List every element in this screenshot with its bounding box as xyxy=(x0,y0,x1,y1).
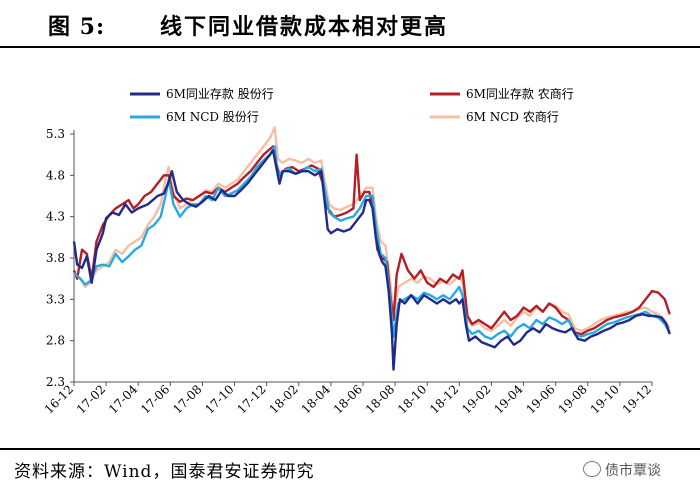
legend-entry: 6M NCD 农商行 xyxy=(466,109,559,124)
x-tick-label: 17-12 xyxy=(234,382,268,416)
x-tick-label: 19-06 xyxy=(523,382,557,416)
x-tick-label: 19-04 xyxy=(491,382,526,417)
chart-axes: 2.32.83.33.84.34.85.316-1217-0217-0417-0… xyxy=(42,127,654,417)
figure-title-text: 线下同业借款成本相对更高 xyxy=(160,14,449,40)
figure-label: 图 5: xyxy=(48,14,106,40)
y-tick-label: 4.3 xyxy=(46,210,65,224)
x-tick-label: 19-02 xyxy=(459,382,493,416)
series-line xyxy=(72,149,671,371)
x-tick-label: 17-10 xyxy=(202,382,236,416)
series-line xyxy=(72,145,671,336)
legend-entry: 6M同业存款 股份行 xyxy=(166,87,274,101)
wechat-icon xyxy=(583,461,601,477)
y-tick-label: 2.8 xyxy=(46,334,65,348)
x-tick-label: 19-08 xyxy=(556,382,590,416)
x-tick-label: 17-02 xyxy=(74,382,108,416)
bottom-rule xyxy=(0,448,700,450)
line-chart: 2.32.83.33.84.34.85.316-1217-0217-0417-0… xyxy=(42,86,671,417)
series-line xyxy=(73,126,671,332)
y-tick-label: 5.3 xyxy=(46,127,65,141)
y-tick-label: 3.3 xyxy=(46,292,65,306)
top-rule xyxy=(0,46,700,48)
x-tick-label: 18-04 xyxy=(299,382,334,417)
x-tick-label: 19-12 xyxy=(620,382,654,416)
figure-title: 图 5: 线下同业借款成本相对更高 xyxy=(0,0,700,44)
chart-legend: 6M同业存款 股份行 6M NCD 股份行 6M同业存款 农商行 6M NCD 农商行 xyxy=(130,86,574,124)
x-tick-label: 18-12 xyxy=(427,382,461,416)
x-tick-label: 18-06 xyxy=(331,382,365,416)
legend-entry: 6M NCD 股份行 xyxy=(166,110,259,124)
x-tick-label: 17-04 xyxy=(106,382,141,417)
chart-series xyxy=(72,126,671,371)
x-tick-label: 17-06 xyxy=(138,382,172,416)
x-tick-label: 17-08 xyxy=(170,382,204,416)
y-tick-label: 2.3 xyxy=(46,375,65,389)
watermark-text: 债市覃谈 xyxy=(605,463,661,479)
legend-entry: 6M同业存款 农商行 xyxy=(466,86,574,101)
watermark: 债市覃谈 xyxy=(583,460,661,480)
y-tick-label: 4.8 xyxy=(46,168,65,182)
x-tick-label: 18-02 xyxy=(267,382,301,416)
source-note: 资料来源：Wind，国泰君安证券研究 xyxy=(14,462,315,482)
y-tick-label: 3.8 xyxy=(46,251,65,265)
x-tick-label: 18-08 xyxy=(363,382,397,416)
x-tick-label: 19-10 xyxy=(588,382,622,416)
series-line xyxy=(73,145,671,341)
x-tick-label: 18-10 xyxy=(395,382,429,416)
